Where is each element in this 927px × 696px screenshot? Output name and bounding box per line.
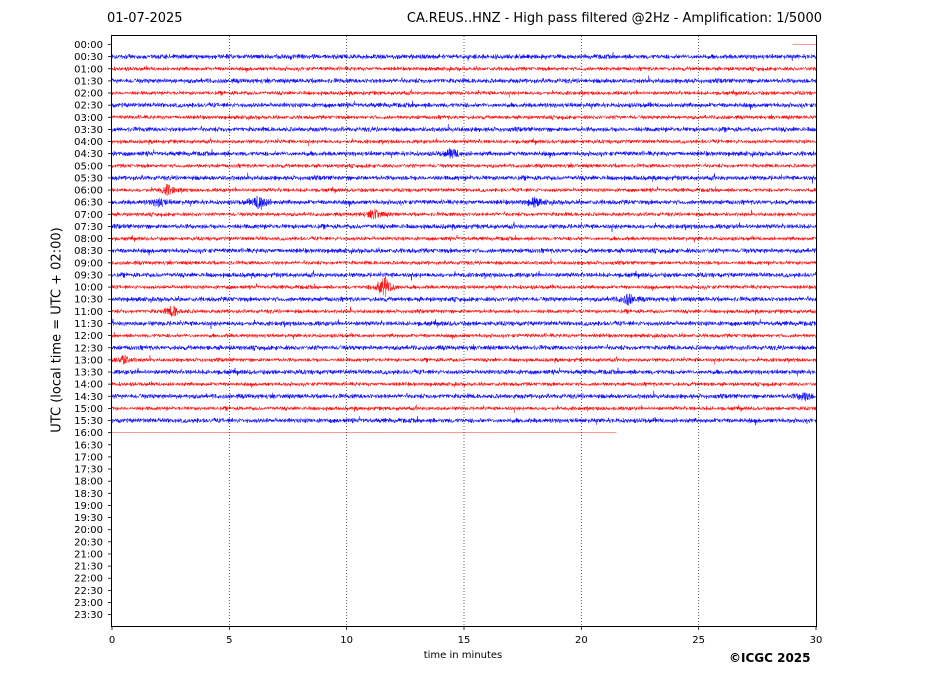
y-tick-label: 02:00 (74, 89, 103, 100)
trace-0230 (111, 100, 817, 110)
trace-1200 (111, 331, 817, 340)
y-tick-label: 09:30 (74, 270, 103, 281)
copyright-label: ©ICGC 2025 (729, 651, 811, 665)
y-tick-label: 20:30 (74, 537, 103, 548)
y-tick-label: 23:00 (74, 598, 103, 609)
chart-title: CA.REUS..HNZ - High pass filtered @2Hz -… (406, 11, 822, 26)
y-tick-label: 21:00 (74, 549, 103, 560)
x-tick-label: 25 (692, 635, 705, 646)
trace-0130 (111, 75, 817, 85)
trace-0730 (111, 221, 817, 232)
y-tick-label: 09:00 (74, 258, 103, 269)
y-tick-label: 01:00 (74, 64, 103, 75)
y-tick-label: 02:30 (74, 101, 103, 112)
trace-1100 (111, 305, 817, 317)
y-tick-label: 16:00 (74, 428, 103, 439)
trace-1430 (111, 390, 817, 402)
y-tick-label: 20:00 (74, 525, 103, 536)
y-tick-label: 15:00 (74, 404, 103, 415)
y-tick-label: 01:30 (74, 76, 103, 87)
y-tick-label: 13:00 (74, 355, 103, 366)
y-tick-label: 00:00 (74, 40, 103, 51)
x-tick-label: 15 (458, 635, 471, 646)
y-tick-label: 05:00 (74, 161, 103, 172)
trace-0800 (111, 234, 817, 243)
y-tick-label: 18:00 (74, 477, 103, 488)
y-tick-label: 04:30 (74, 149, 103, 160)
y-tick-label: 10:00 (74, 283, 103, 294)
trace-0900 (111, 258, 817, 266)
y-tick-label: 23:30 (74, 610, 103, 621)
trace-1000 (111, 275, 817, 297)
y-tick-label: 11:30 (74, 319, 103, 330)
y-tick-label: 06:00 (74, 186, 103, 197)
x-tick-label: 5 (226, 635, 232, 646)
y-tick-label: 13:30 (74, 368, 103, 379)
x-tick-label: 0 (109, 635, 115, 646)
y-tick-label: 04:00 (74, 137, 103, 148)
trace-0700 (111, 208, 817, 220)
date-label: 01-07-2025 (107, 11, 183, 26)
trace-1600 (111, 432, 617, 434)
y-tick-label: 11:00 (74, 307, 103, 318)
x-tick-layer: 0 5 10 15 20 25 30 (109, 626, 823, 646)
y-tick-label: 03:00 (74, 113, 103, 124)
y-tick-label: 14:00 (74, 380, 103, 391)
y-tick-label: 08:00 (74, 234, 103, 245)
x-axis-label: time in minutes (423, 650, 503, 661)
x-tick-label: 10 (340, 635, 353, 646)
trace-0830 (111, 247, 817, 256)
y-tick-label: 15:30 (74, 416, 103, 427)
y-tick-label: 19:30 (74, 513, 103, 524)
y-tick-label: 07:00 (74, 210, 103, 221)
trace-1530 (111, 416, 817, 426)
y-tick-label: 03:30 (74, 125, 103, 136)
trace-0500 (111, 162, 817, 170)
trace-0300 (111, 114, 817, 121)
y-tick-label: 16:30 (74, 440, 103, 451)
plot-frame (111, 35, 817, 627)
y-tick-label: 07:30 (74, 222, 103, 233)
x-tick-label: 30 (810, 635, 823, 646)
y-tick-label: 17:30 (74, 465, 103, 476)
y-tick-label: 05:30 (74, 173, 103, 184)
trace-0930 (111, 270, 817, 281)
trace-1330 (111, 367, 817, 377)
y-tick-label: 10:30 (74, 295, 103, 306)
x-tick-label: 20 (575, 635, 588, 646)
y-tick-label: 12:30 (74, 343, 103, 354)
trace-0400 (111, 137, 817, 147)
y-tick-label: 17:00 (74, 452, 103, 463)
y-tick-label: 12:00 (74, 331, 103, 342)
y-tick-label: 22:00 (74, 574, 103, 585)
y-tick-label: 08:30 (74, 246, 103, 257)
trace-0630 (111, 195, 817, 211)
trace-0330 (111, 123, 817, 133)
y-tick-label: 22:30 (74, 586, 103, 597)
y-tick-label: 00:30 (74, 52, 103, 63)
y-tick-label: 14:30 (74, 392, 103, 403)
y-tick-label: 19:00 (74, 501, 103, 512)
y-tick-label: 06:30 (74, 198, 103, 209)
trace-1030 (111, 293, 817, 306)
trace-0030 (111, 52, 817, 61)
y-tick-label: 18:30 (74, 489, 103, 500)
y-tick-label: 21:30 (74, 562, 103, 573)
grid-layer (229, 36, 699, 626)
